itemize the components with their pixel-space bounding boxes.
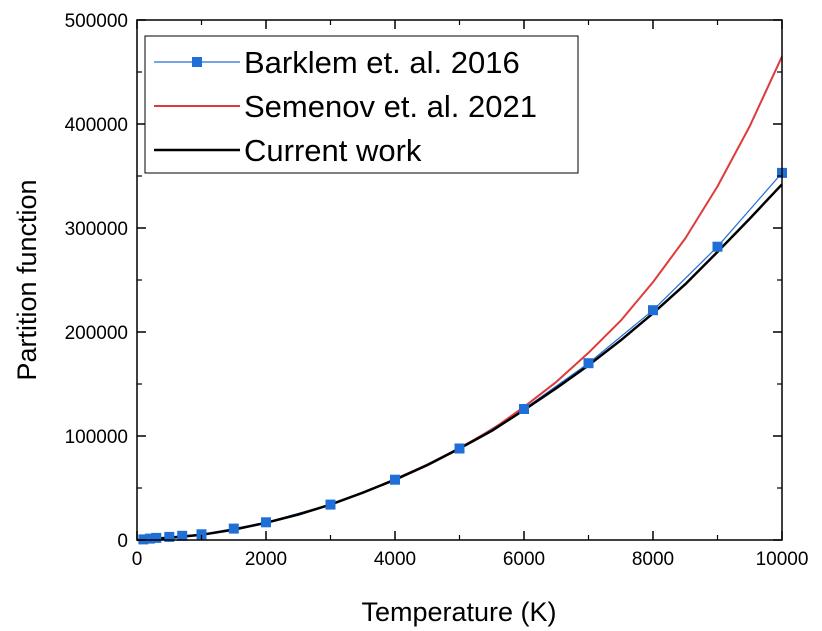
y-tick-label: 300000: [65, 219, 128, 240]
data-point-barklem: [519, 404, 529, 414]
x-tick-label: 10000: [756, 549, 809, 570]
plot-markers: [138, 167, 787, 545]
data-point-barklem: [583, 358, 594, 369]
data-point-barklem: [177, 530, 188, 541]
data-point-barklem: [325, 499, 336, 510]
data-point-barklem: [151, 532, 162, 543]
legend-label-current: Current work: [244, 133, 422, 168]
y-axis-title: Partition function: [12, 179, 42, 380]
x-tick-label: 2000: [245, 549, 287, 570]
legend-label-barklem: Barklem et. al. 2016: [244, 45, 520, 80]
x-tick-label: 4000: [374, 549, 416, 570]
legend-item-barklem: Barklem et. al. 2016: [154, 45, 520, 80]
data-point-barklem: [648, 305, 658, 316]
y-tick-label: 0: [117, 531, 128, 552]
series-line-barklem: [143, 172, 783, 540]
x-axis-ticks: 0 2000 4000 6000 8000 10000: [132, 20, 809, 570]
data-point-barklem: [144, 533, 155, 544]
y-tick-label: 100000: [65, 427, 128, 448]
data-point-barklem: [164, 531, 175, 542]
legend-item-current: Current work: [154, 133, 422, 168]
y-tick-label: 200000: [65, 323, 128, 344]
y-tick-label: 500000: [65, 11, 128, 32]
legend-label-semenov: Semenov et. al. 2021: [244, 89, 537, 124]
x-tick-label: 8000: [632, 549, 674, 570]
legend-marker-barklem: [192, 57, 202, 67]
data-point-barklem: [454, 443, 465, 454]
x-tick-label: 0: [132, 549, 143, 570]
y-axis-ticks: 0 100000 200000 300000 400000 500000: [65, 11, 782, 552]
x-tick-label: 6000: [503, 549, 545, 570]
legend: Barklem et. al. 2016 Semenov et. al. 202…: [144, 35, 579, 174]
data-point-barklem: [196, 529, 207, 540]
data-point-barklem: [261, 517, 271, 528]
data-point-barklem: [228, 523, 239, 534]
data-point-barklem: [712, 241, 723, 252]
x-axis-title: Temperature (K): [361, 597, 556, 627]
y-tick-label: 400000: [65, 115, 128, 136]
data-point-barklem: [390, 474, 400, 485]
legend-item-semenov: Semenov et. al. 2021: [154, 89, 537, 124]
